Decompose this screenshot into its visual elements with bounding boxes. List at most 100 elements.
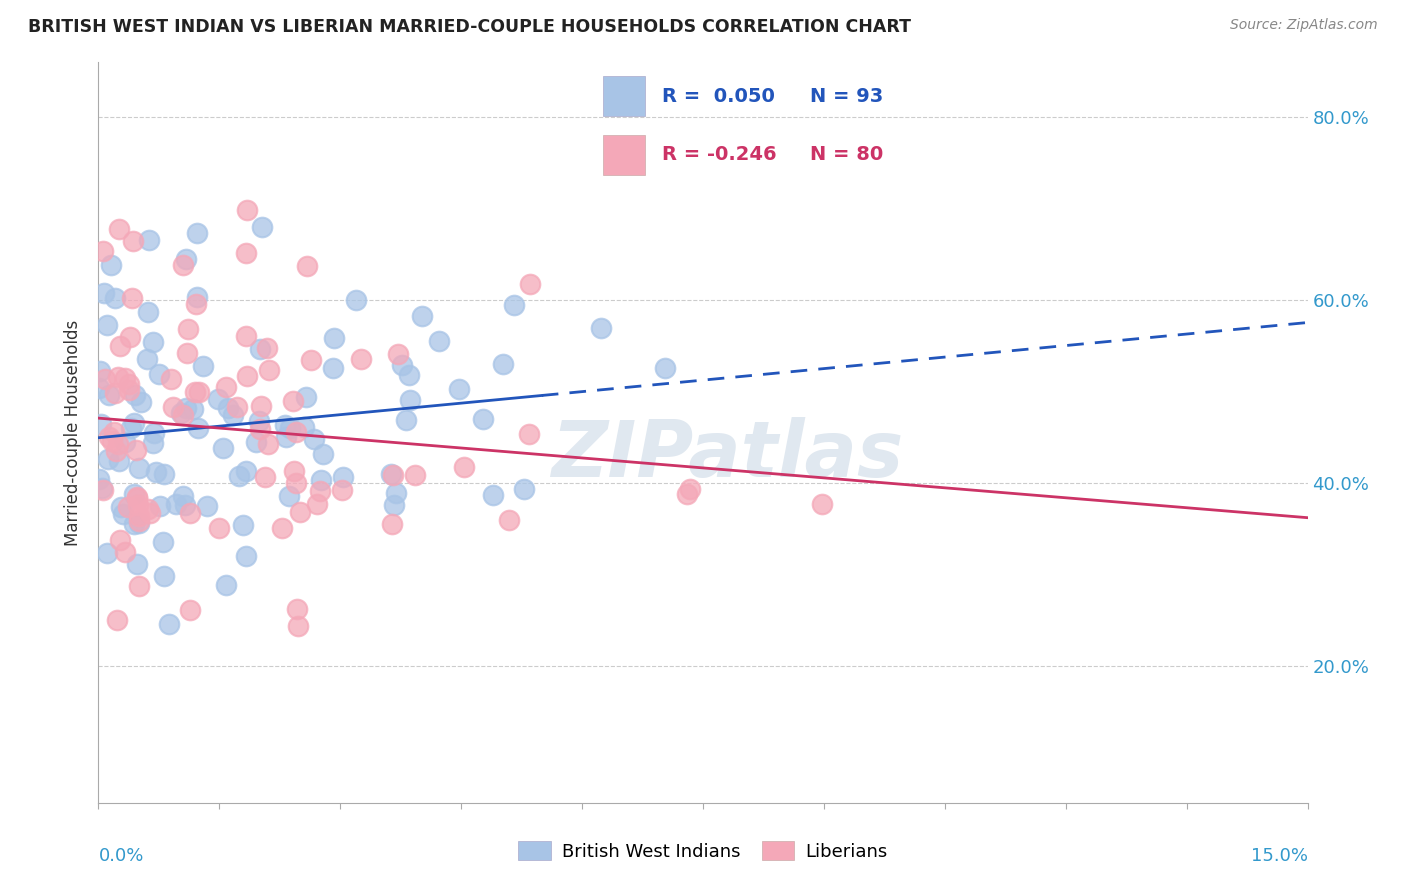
- Point: [299, 352, 322, 367]
- Text: 15.0%: 15.0%: [1250, 847, 1308, 865]
- Point: [98, 388, 121, 402]
- Point: [208, 521, 231, 535]
- Point: [124, 442, 146, 457]
- Point: [253, 470, 276, 484]
- Point: [186, 297, 208, 311]
- Point: [89, 472, 111, 486]
- Point: [187, 421, 209, 435]
- Point: [471, 412, 494, 426]
- Point: [513, 482, 536, 496]
- Point: [149, 499, 172, 513]
- Point: [162, 400, 184, 414]
- Point: [449, 382, 471, 396]
- Point: [228, 469, 250, 483]
- Point: [247, 413, 270, 427]
- Point: [235, 549, 257, 564]
- Point: [278, 489, 301, 503]
- Point: [188, 385, 211, 400]
- Point: [226, 401, 249, 415]
- Point: [128, 579, 150, 593]
- Point: [122, 234, 145, 248]
- Point: [97, 452, 120, 467]
- Point: [104, 291, 127, 305]
- Point: [278, 421, 301, 435]
- Point: [492, 358, 515, 372]
- Point: [136, 352, 159, 367]
- Point: [104, 386, 127, 401]
- Point: [517, 426, 540, 441]
- Point: [381, 468, 404, 483]
- Point: [344, 293, 367, 308]
- Point: [235, 369, 257, 384]
- Point: [179, 506, 201, 520]
- Point: [398, 368, 420, 382]
- Point: [245, 435, 267, 450]
- Point: [93, 244, 115, 258]
- Point: [105, 613, 128, 627]
- Legend: British West Indians, Liberians: British West Indians, Liberians: [512, 833, 894, 868]
- Point: [207, 392, 229, 407]
- Point: [90, 417, 112, 431]
- Point: [184, 384, 207, 399]
- Point: [332, 470, 354, 484]
- Point: [138, 233, 160, 247]
- Point: [107, 369, 129, 384]
- Point: [114, 371, 136, 385]
- Point: [235, 464, 257, 478]
- Point: [148, 367, 170, 381]
- Point: [398, 392, 420, 407]
- Point: [519, 277, 541, 292]
- Point: [482, 487, 505, 501]
- Point: [195, 499, 218, 513]
- Point: [145, 465, 167, 479]
- Point: [120, 420, 142, 434]
- Point: [654, 360, 676, 375]
- Point: [284, 475, 307, 490]
- Point: [96, 318, 118, 333]
- Point: [107, 437, 129, 451]
- Point: [128, 461, 150, 475]
- Point: [136, 501, 159, 516]
- Point: [411, 309, 433, 323]
- Point: [127, 498, 149, 512]
- Text: R = -0.246: R = -0.246: [662, 145, 776, 164]
- Point: [249, 342, 271, 356]
- Point: [292, 420, 315, 434]
- Point: [249, 399, 271, 413]
- Point: [256, 436, 278, 450]
- Point: [309, 473, 332, 487]
- Point: [380, 467, 402, 482]
- Point: [100, 259, 122, 273]
- Point: [90, 481, 112, 495]
- Point: [177, 322, 200, 336]
- Point: [117, 500, 139, 514]
- Point: [181, 401, 204, 416]
- Point: [503, 298, 526, 312]
- Point: [274, 430, 297, 444]
- Point: [122, 516, 145, 531]
- Point: [384, 485, 406, 500]
- Point: [124, 486, 146, 500]
- Point: [172, 258, 194, 272]
- Text: BRITISH WEST INDIAN VS LIBERIAN MARRIED-COUPLE HOUSEHOLDS CORRELATION CHART: BRITISH WEST INDIAN VS LIBERIAN MARRIED-…: [28, 18, 911, 36]
- Point: [395, 413, 418, 427]
- Point: [111, 508, 134, 522]
- Point: [676, 486, 699, 500]
- Point: [105, 444, 128, 458]
- Point: [125, 491, 148, 505]
- Point: [118, 330, 141, 344]
- Point: [153, 569, 176, 583]
- Point: [107, 454, 129, 468]
- Point: [128, 514, 150, 528]
- Point: [114, 435, 136, 450]
- Point: [235, 246, 257, 260]
- Point: [285, 602, 308, 616]
- Point: [128, 516, 150, 531]
- Point: [117, 376, 139, 391]
- Point: [176, 346, 198, 360]
- Point: [91, 483, 114, 497]
- Point: [110, 533, 132, 547]
- Point: [382, 498, 405, 512]
- Point: [136, 305, 159, 319]
- Point: [98, 429, 121, 443]
